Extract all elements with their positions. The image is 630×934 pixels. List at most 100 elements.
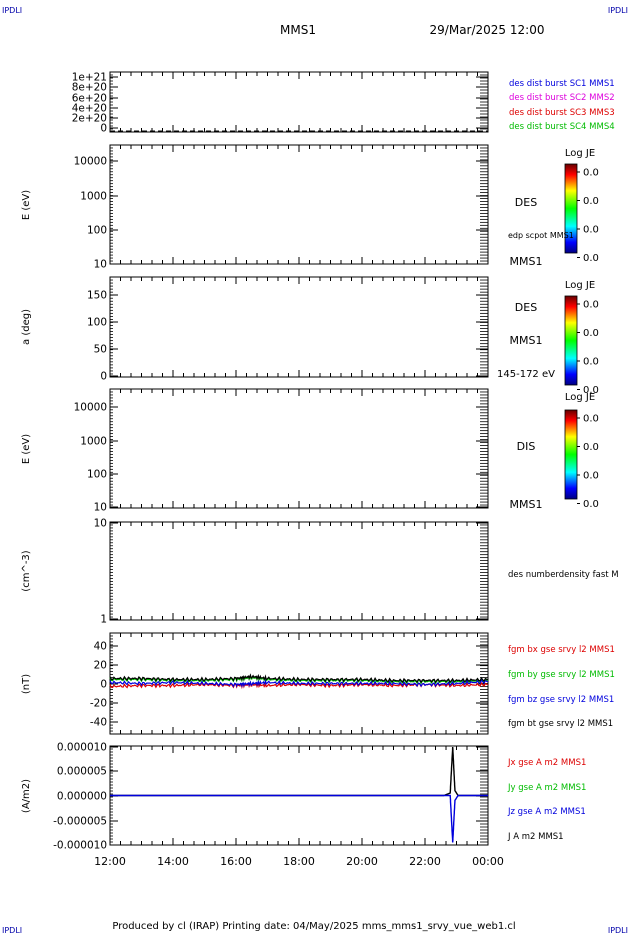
x-tick-label: 22:00 [409, 855, 441, 868]
colorbar-tick-label: 0.0 [583, 357, 599, 368]
y-tick-label: 150 [87, 290, 107, 302]
panel-frame [109, 276, 489, 378]
x-tick-label: 18:00 [283, 855, 315, 868]
x-tick-label: 20:00 [346, 855, 378, 868]
colorbar-tick-label: 0.0 [583, 196, 599, 207]
x-tick-label: 00:00 [472, 855, 504, 868]
panel-frame [109, 144, 489, 265]
y-tick-label: 4e+20 [72, 103, 107, 115]
y-tick-label: 1000 [80, 436, 107, 448]
y-tick-label: 1000 [80, 191, 107, 203]
x-tick-label: 16:00 [220, 855, 252, 868]
y-tick-label: 2e+20 [72, 113, 107, 125]
y-tick-label: 0.000005 [57, 766, 107, 778]
side-label: MMS1 [510, 498, 543, 511]
y-tick-label: 0 [100, 679, 107, 691]
y-tick-label: 10 [94, 518, 107, 530]
y-tick-label: 10000 [74, 402, 107, 414]
legend-entry: J A m2 MMS1 [507, 832, 564, 842]
series-Jz [110, 794, 488, 843]
panel-fgm [109, 632, 489, 735]
corner-label-bl: IPDLI [2, 926, 22, 934]
legend-entry: des dist burst SC4 MMS4 [509, 122, 615, 132]
y-tick-label: 0 [100, 371, 107, 383]
legend-entry: Jy gse A m2 MMS1 [507, 783, 586, 793]
legend-entry: des dist burst SC1 MMS1 [509, 79, 615, 89]
y-axis-label: (A/m2) [21, 779, 32, 813]
y-axis-label: (cm^-3) [21, 550, 32, 591]
colorbar-tick-label: 0.0 [583, 442, 599, 453]
colorbar-tick-label: 0.0 [583, 499, 599, 510]
y-tick-label: 100 [87, 225, 107, 237]
panel-des_energy [109, 144, 580, 265]
y-tick-label: 20 [94, 660, 107, 672]
y-tick-label: 1e+21 [72, 72, 107, 84]
colorbar-tick-label: 0.0 [583, 225, 599, 236]
colorbar-tick-label: 0.0 [583, 414, 599, 425]
colorbar [564, 409, 578, 500]
legend-entry: fgm bx gse srvy l2 MMS1 [508, 645, 615, 655]
side-label: DES [515, 301, 537, 314]
footer-text: Produced by cl (IRAP) Printing date: 04/… [112, 921, 515, 932]
y-tick-label: 8e+20 [72, 82, 107, 94]
y-tick-label: 10 [94, 259, 107, 271]
legend-entry: des dist burst SC3 MMS3 [509, 108, 615, 118]
panel-frame [109, 388, 489, 509]
panel-des_pitch [109, 276, 580, 390]
colorbar-tick-label: 0.0 [583, 300, 599, 311]
panel-dis_energy [109, 388, 580, 509]
y-tick-label: -0.000005 [53, 816, 107, 828]
y-tick-label: 10 [94, 502, 107, 514]
colorbar-tick-label: 0.0 [583, 253, 599, 264]
y-tick-label: -20 [90, 698, 107, 710]
colorbar-tick-label: 0.0 [583, 471, 599, 482]
side-label: DIS [517, 440, 536, 453]
legend-entry: Jz gse A m2 MMS1 [507, 807, 586, 817]
corner-label-tr: IPDLI [608, 6, 628, 15]
y-tick-label: 50 [94, 344, 107, 356]
y-tick-label: 40 [94, 641, 107, 653]
side-label: MMS1 [510, 255, 543, 268]
y-tick-label: -0.000010 [53, 840, 107, 852]
colorbar-title: Log JE [565, 392, 595, 403]
panel-frame [109, 71, 489, 133]
legend-entry: des numberdensity fast M [508, 570, 619, 580]
colorbar-title: Log JE [565, 280, 595, 291]
series-bz [109, 678, 489, 689]
x-tick-label: 12:00 [94, 855, 126, 868]
legend-entry: fgm bz gse srvy l2 MMS1 [508, 695, 614, 705]
panel-density [109, 521, 489, 621]
legend-entry: fgm by gse srvy l2 MMS1 [508, 670, 615, 680]
y-axis-label: a (deg) [21, 309, 32, 345]
series-J [110, 746, 488, 797]
colorbar [564, 163, 578, 254]
colorbar-title: Log JE [565, 148, 595, 159]
mission-title: MMS1 [280, 23, 316, 37]
x-tick-label: 14:00 [157, 855, 189, 868]
y-tick-label: 10000 [74, 156, 107, 168]
panel-current [109, 745, 489, 846]
colorbar-tick-label: 0.0 [583, 168, 599, 179]
y-axis-label: E (eV) [21, 190, 32, 220]
y-tick-label: 1 [100, 614, 107, 626]
y-tick-label: 0.000000 [57, 791, 107, 803]
colorbar-tick-label: 0.0 [583, 328, 599, 339]
corner-label-br: IPDLI [608, 926, 628, 934]
y-tick-label: 100 [87, 469, 107, 481]
y-tick-label: 6e+20 [72, 93, 107, 105]
legend-entry: fgm bt gse srvy l2 MMS1 [508, 719, 613, 729]
colorbar-tick-label: 0.0 [583, 385, 599, 396]
side-label: edp scpot MMS1 [508, 231, 574, 240]
side-label: 145-172 eV [497, 369, 555, 380]
datetime-title: 29/Mar/2025 12:00 [430, 23, 545, 37]
panel-dist [109, 71, 489, 133]
y-tick-label: 0.000010 [57, 742, 107, 754]
series-bt [109, 673, 489, 684]
y-axis-label: (nT) [21, 674, 32, 694]
y-tick-label: -40 [90, 717, 107, 729]
side-label: MMS1 [510, 334, 543, 347]
y-tick-label: 100 [87, 317, 107, 329]
legend-entry: des dist burst SC2 MMS2 [509, 93, 615, 103]
